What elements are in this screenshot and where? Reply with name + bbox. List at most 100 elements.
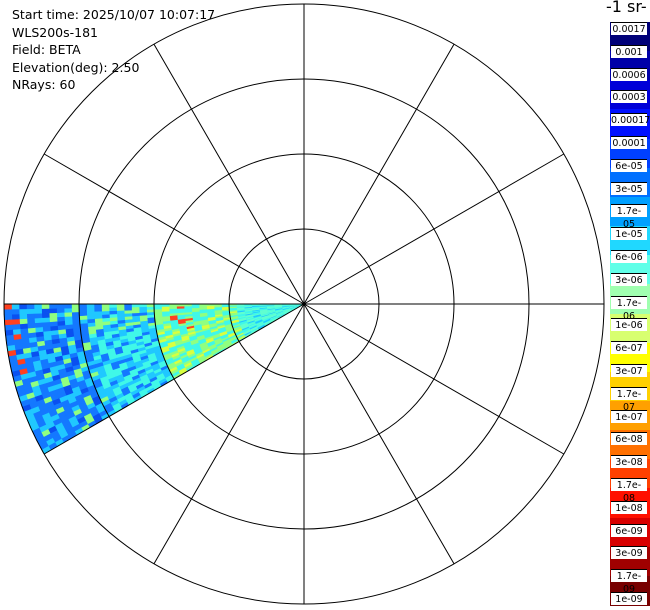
heatmap-cell	[26, 308, 35, 314]
heatmap-cell	[56, 312, 65, 318]
azimuth-spoke	[43, 303, 305, 455]
heatmap-cell	[131, 306, 140, 311]
start-time-label: Start time: 2025/10/07 10:07:17	[12, 7, 216, 22]
heatmap-cell	[26, 322, 36, 329]
heatmap-cell	[49, 316, 58, 323]
azimuth-spoke	[303, 303, 565, 455]
heatmap-cell	[41, 303, 50, 309]
instrument-label: WLS200s-181	[12, 24, 98, 40]
colorbar-tick-label: 6e-09	[611, 524, 647, 537]
colorbar-tick-label: 6e-05	[611, 159, 647, 172]
colorbar-tick-label: 3e-07	[611, 364, 647, 377]
heatmap-cell	[48, 312, 58, 318]
colorbar-tick-label: 1.7e-06	[611, 296, 647, 322]
heatmap-cell	[56, 307, 65, 313]
heatmap-cell	[3, 303, 12, 310]
heatmap-cell	[11, 318, 21, 325]
field-label: Field: BETA	[12, 42, 81, 57]
heatmap-cell	[33, 308, 42, 314]
heatmap-cell	[116, 309, 125, 315]
heatmap-cell	[3, 313, 13, 321]
heatmap-cell	[116, 306, 125, 311]
heatmap-cell	[71, 307, 80, 313]
heatmap-cell	[11, 323, 21, 330]
heatmap-cell	[146, 306, 155, 310]
heatmap-cell	[71, 303, 80, 309]
heatmap-cell	[56, 316, 65, 322]
colorbar-tick-label: 0.00017	[611, 113, 650, 126]
azimuth-spoke	[303, 153, 565, 305]
colorbar-tick-label: 0.0017	[611, 22, 647, 35]
heatmap-cell	[86, 311, 95, 316]
heatmap-cell	[78, 315, 88, 321]
heatmap-cell	[41, 312, 50, 319]
colorbar-tick-label: 0.0006	[611, 68, 647, 81]
colorbar-tick-label: 1.7e-05	[611, 204, 647, 230]
heatmap-cell	[4, 324, 13, 331]
heatmap-cell	[123, 306, 132, 311]
azimuth-spokes	[4, 4, 604, 604]
azimuth-spoke	[153, 303, 305, 565]
heatmap-cell	[101, 310, 110, 315]
colorbar-tick-label: 1e-09	[611, 592, 647, 605]
heatmap-cell	[86, 303, 95, 309]
colorbar-tick-label: 1e-05	[611, 227, 647, 240]
colorbar-tick-label: 1e-08	[611, 501, 647, 514]
heatmap-cell	[18, 313, 28, 320]
heatmap-cell	[33, 312, 43, 319]
colorbar-tick-label: 3e-06	[611, 273, 647, 286]
heatmap-cell	[63, 303, 72, 309]
heatmap-cell	[108, 303, 117, 308]
scan-info: Start time: 2025/10/07 10:07:17 WLS200s-…	[12, 6, 215, 94]
heatmap-cell	[101, 307, 110, 312]
colorbar-tick-label: 0.0003	[611, 90, 647, 103]
heatmap-cell	[78, 307, 87, 313]
heatmap-cell	[153, 306, 162, 310]
heatmap-cell	[11, 303, 20, 310]
heatmap-cell	[4, 318, 13, 326]
azimuth-spoke	[43, 153, 305, 305]
heatmap-cell	[48, 303, 57, 309]
azimuth-spoke	[153, 43, 305, 305]
colorbar-tick-label: 1e-06	[611, 318, 647, 331]
azimuth-spoke	[303, 303, 455, 565]
sector-heatmap	[3, 303, 305, 455]
heatmap-cell	[4, 329, 14, 336]
heatmap-cell	[18, 303, 27, 310]
heatmap-cell	[41, 317, 50, 323]
colorbar-tick-label: 1.7e-08	[611, 478, 647, 504]
azimuth-spoke	[303, 43, 455, 305]
heatmap-cell	[26, 317, 35, 324]
heatmap-cell	[78, 311, 88, 317]
heatmap-cell	[41, 321, 51, 328]
colorbar-tick-label: 3e-08	[611, 455, 647, 468]
heatmap-cell	[108, 306, 117, 312]
heatmap-cell	[64, 315, 73, 322]
heatmap-cell	[34, 321, 43, 328]
heatmap-cell	[19, 318, 28, 325]
heatmap-cell	[78, 303, 87, 309]
colorbar-tick-label: 3e-05	[611, 182, 647, 195]
heatmap-cell	[18, 308, 27, 315]
heatmap-cell	[26, 313, 35, 319]
heatmap-cell	[34, 317, 43, 324]
heatmap-cell	[48, 308, 57, 314]
heatmap-cell	[71, 311, 80, 317]
heatmap-cell	[93, 303, 102, 308]
colorbar-tick-label: 6e-06	[611, 250, 647, 263]
nrays-label: NRays: 60	[12, 77, 76, 92]
heatmap-cell	[108, 310, 118, 315]
heatmap-cell	[101, 303, 110, 308]
heatmap-cell	[33, 303, 42, 310]
heatmap-cell	[11, 308, 20, 315]
heatmap-cell	[63, 307, 72, 313]
colorbar-tick-label: 0.001	[611, 45, 647, 58]
heatmap-cell	[12, 328, 21, 335]
colorbar-tick-label: 0.0001	[611, 136, 647, 149]
colorbar: 0.0017 0.001 0.0006 0.0003 0.00017 0.0001 6e-0…	[610, 22, 650, 606]
heatmap-cell	[41, 308, 50, 314]
colorbar-tick-label: 6e-07	[611, 341, 647, 354]
heatmap-cell	[71, 315, 80, 321]
colorbar-tick-label: 1e-07	[611, 410, 647, 423]
heatmap-cell	[138, 306, 147, 311]
